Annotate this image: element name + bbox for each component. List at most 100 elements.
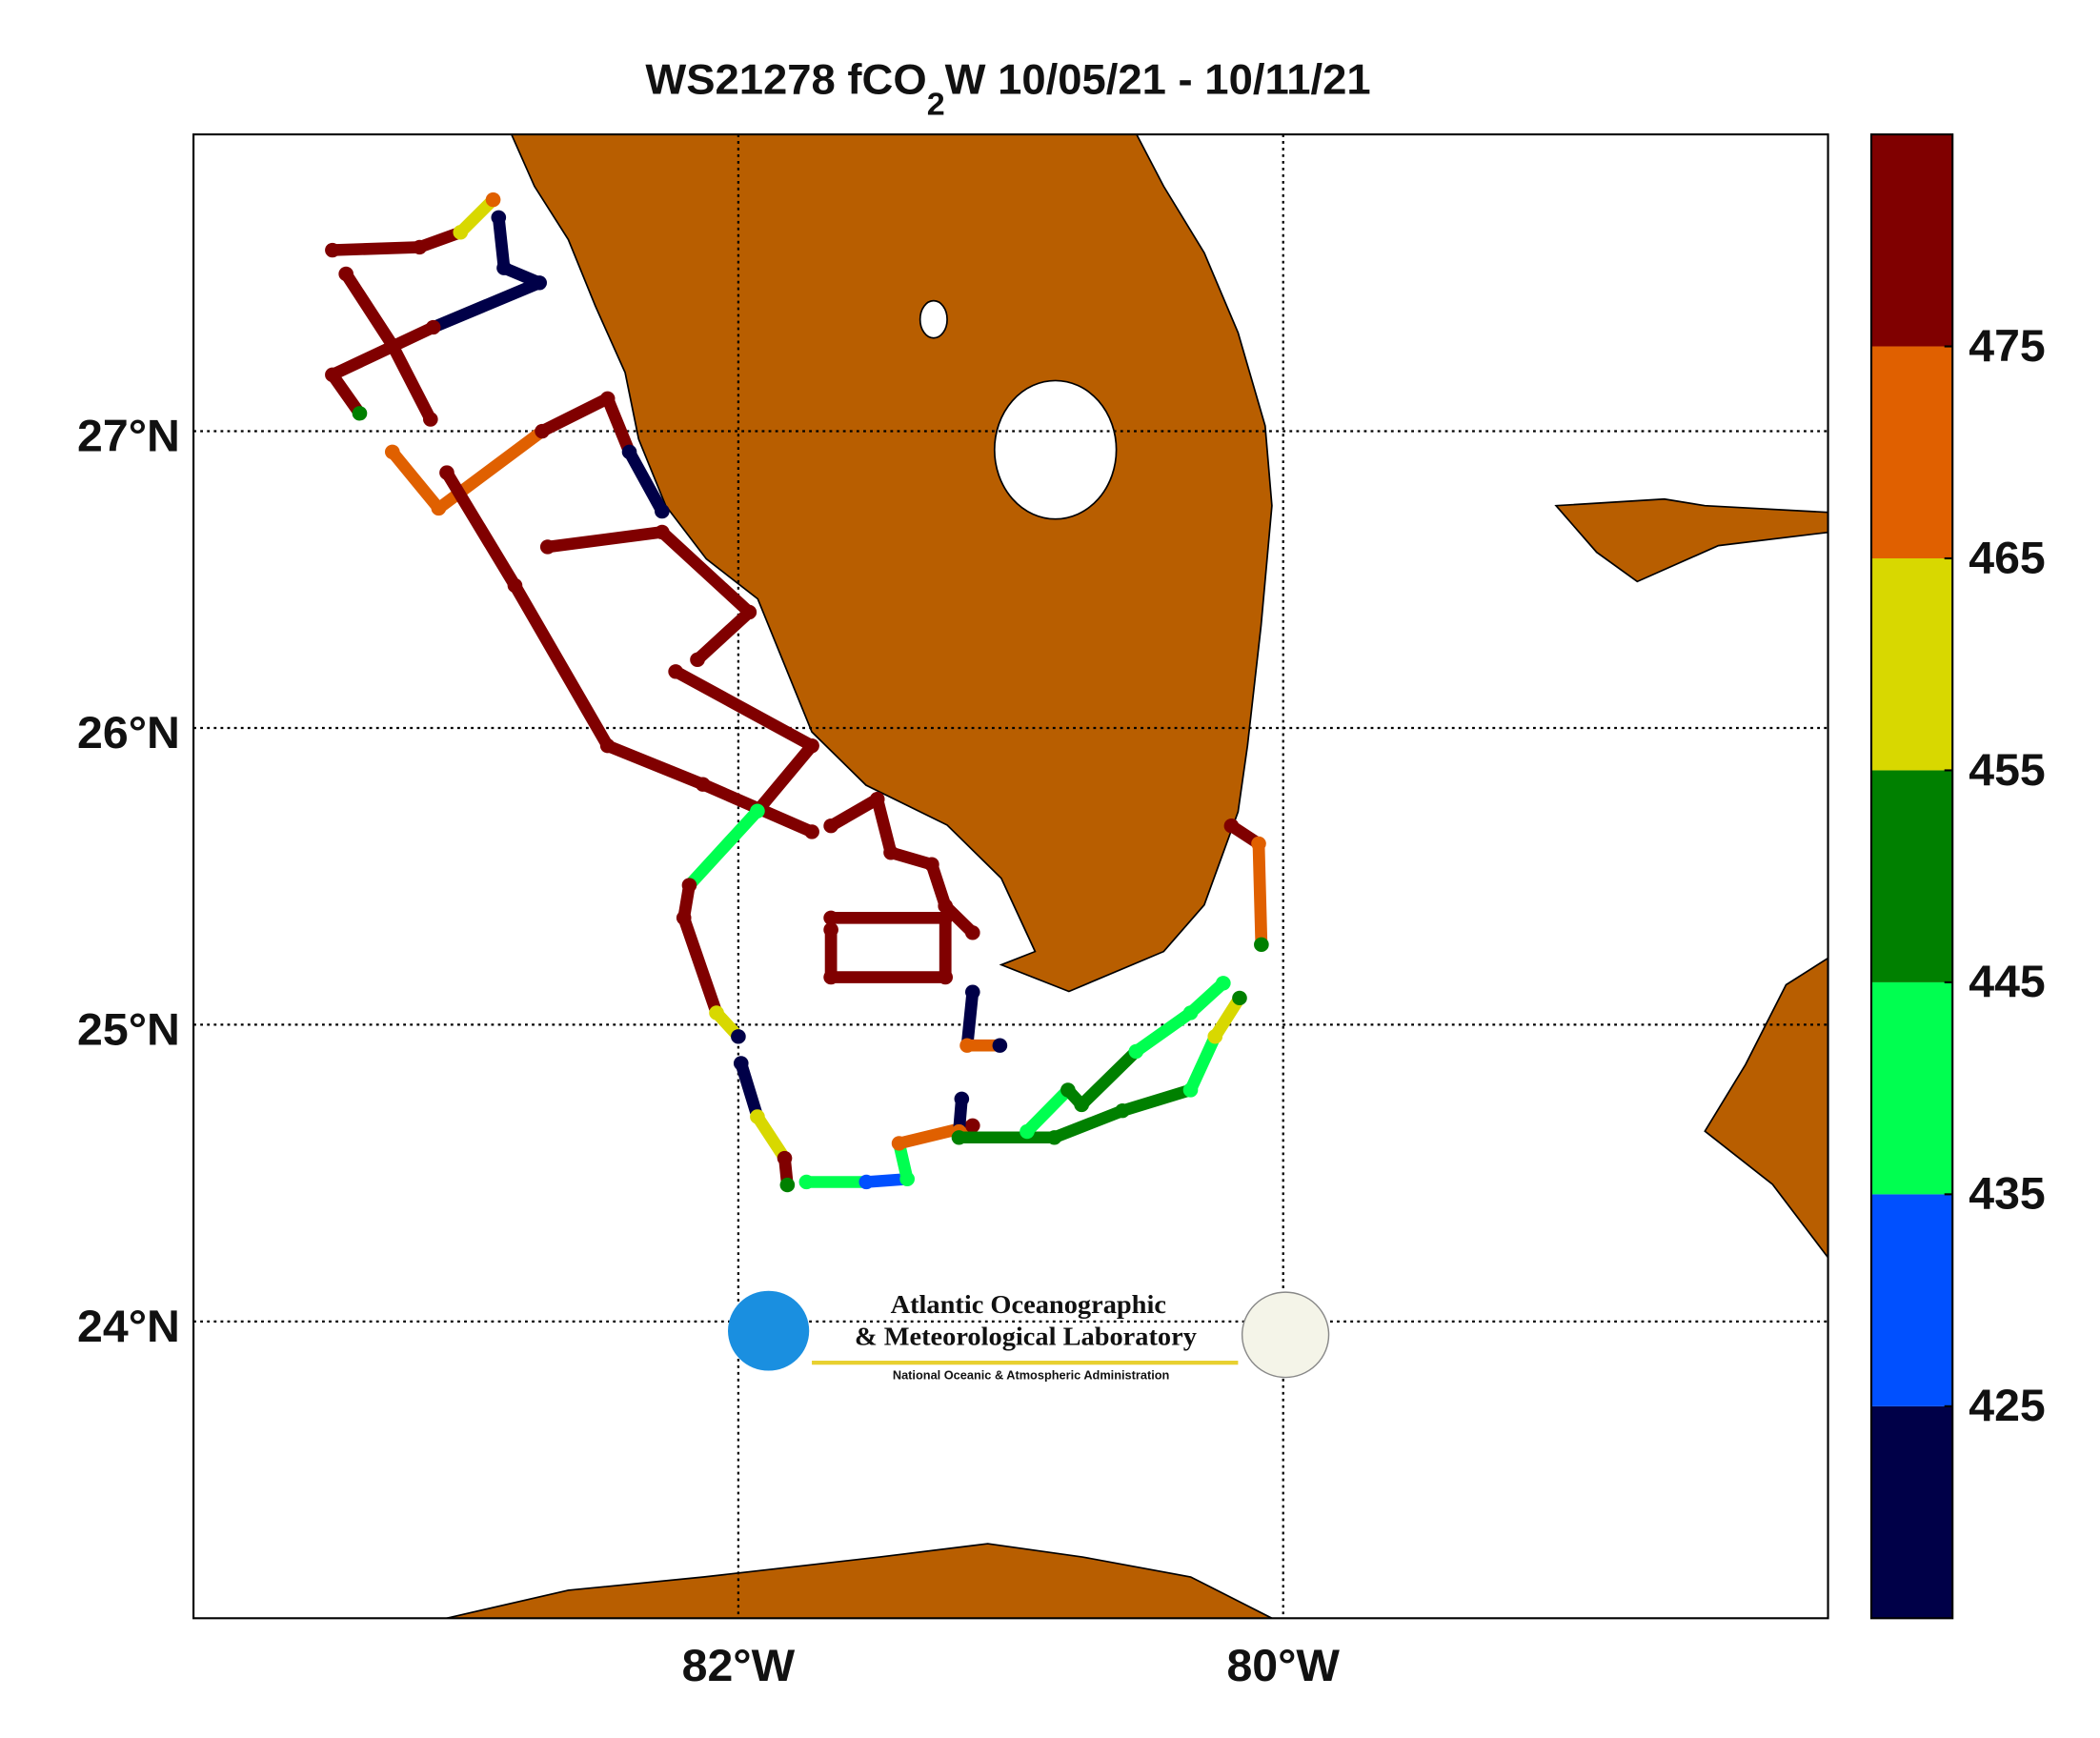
track-segment: [677, 911, 723, 1020]
track-segment: [535, 392, 615, 437]
colorbar-bin: [1871, 770, 1953, 982]
title-subscript: 2: [927, 87, 945, 123]
track-point: [750, 1109, 765, 1124]
track-segment: [1252, 838, 1268, 951]
track-point: [869, 792, 885, 807]
grand-bahama: [1554, 497, 1828, 583]
cuba: [446, 1543, 1273, 1619]
track-point: [798, 1174, 815, 1190]
lake-okeechobee: [993, 379, 1118, 520]
x-tick-label: 80°W: [1226, 1641, 1340, 1691]
lake: [919, 299, 948, 339]
track-segment: [623, 446, 669, 517]
chart-title: WS21278 fCO2W 10/05/21 - 10/11/21: [645, 55, 1370, 123]
track-point: [899, 1171, 915, 1187]
map-area: [192, 133, 1829, 1620]
logo-line: & Meteorological Laboratory: [855, 1323, 1197, 1352]
track-point: [532, 275, 547, 291]
x-tick-label: 82°W: [682, 1641, 796, 1691]
track-point: [741, 604, 757, 620]
track-point: [384, 337, 400, 353]
plot-frame: [192, 133, 1829, 1620]
colorbar-bin: [1871, 134, 1953, 347]
track-point: [779, 1177, 796, 1193]
colorbar-tick-label: 455: [1969, 745, 2046, 796]
track-segment: [326, 241, 426, 256]
track-point: [325, 367, 340, 383]
track-point: [1020, 1123, 1035, 1140]
colorbar-bin: [1871, 1194, 1953, 1406]
track-point: [352, 406, 368, 421]
track-point: [655, 503, 670, 519]
title-part: W 10/05/21 - 10/11/21: [945, 55, 1371, 104]
track-point: [891, 1136, 907, 1151]
track-point: [425, 319, 441, 335]
track-point: [823, 910, 838, 925]
y-tick-label: 25°N: [77, 1005, 180, 1056]
track-segment: [454, 193, 499, 239]
track-point: [1074, 1097, 1089, 1113]
track-segment: [339, 268, 399, 352]
track-segment: [386, 446, 445, 515]
track-point: [496, 260, 512, 275]
track-point: [1182, 1082, 1199, 1098]
track-point: [431, 500, 447, 516]
track-point: [439, 465, 454, 480]
track-segment: [440, 466, 521, 592]
track-point: [695, 777, 711, 792]
track-segment: [751, 739, 818, 818]
track-segment: [683, 804, 764, 892]
track-point: [964, 984, 980, 1000]
track-segment: [1184, 1030, 1222, 1097]
track-point: [690, 652, 705, 668]
track-point: [709, 1005, 724, 1021]
track-point: [992, 1038, 1008, 1053]
track-segment: [601, 392, 636, 458]
colorbar-tick-label: 425: [1969, 1382, 2046, 1432]
track-point: [964, 1118, 980, 1133]
track-point: [883, 845, 899, 860]
track-point: [1060, 1082, 1076, 1098]
track-point: [1115, 1103, 1130, 1119]
track-point: [599, 391, 616, 406]
track-point: [681, 878, 697, 893]
title-part: WS21278 fCO: [645, 55, 926, 104]
track-segment: [1116, 1083, 1197, 1118]
track-point: [1254, 937, 1269, 952]
track-point: [1182, 1005, 1199, 1021]
track-point: [338, 266, 353, 282]
track-point: [924, 857, 939, 872]
track-segment: [492, 211, 511, 274]
colorbar-bin: [1871, 981, 1953, 1195]
colorbar-tick-label: 435: [1969, 1169, 2046, 1220]
track-segment: [509, 579, 615, 752]
track-point: [1251, 836, 1266, 852]
colorbar-tick-label: 475: [1969, 321, 2046, 372]
track-point: [599, 738, 616, 754]
track-segment: [1208, 992, 1246, 1043]
colorbar: 425 435 445 455 465 475: [1869, 133, 2046, 1620]
track-point: [453, 225, 469, 240]
track-segment: [1129, 1006, 1197, 1058]
colorbar-bin: [1871, 1405, 1953, 1619]
noaa-emblem: [728, 1290, 810, 1371]
logo: Atlantic Oceanographic & Meteorological …: [728, 1290, 1330, 1382]
track-point: [655, 524, 670, 540]
track-point: [804, 738, 819, 754]
colorbar-frame: [1869, 133, 1954, 1620]
track-segment: [691, 606, 756, 666]
track-point: [951, 1130, 967, 1145]
track-point: [1223, 818, 1240, 834]
track-segment: [1020, 1083, 1075, 1138]
track-point: [959, 1038, 975, 1053]
track-segment: [386, 338, 437, 426]
andros: [1704, 957, 1828, 1260]
y-tick-label: 26°N: [77, 708, 180, 758]
track-point: [1207, 1029, 1223, 1044]
track-point: [823, 969, 838, 985]
track-point: [858, 1174, 875, 1190]
track-point: [777, 1150, 793, 1166]
colorbar-tick-label: 445: [1969, 958, 2046, 1008]
track-segment: [669, 665, 818, 752]
